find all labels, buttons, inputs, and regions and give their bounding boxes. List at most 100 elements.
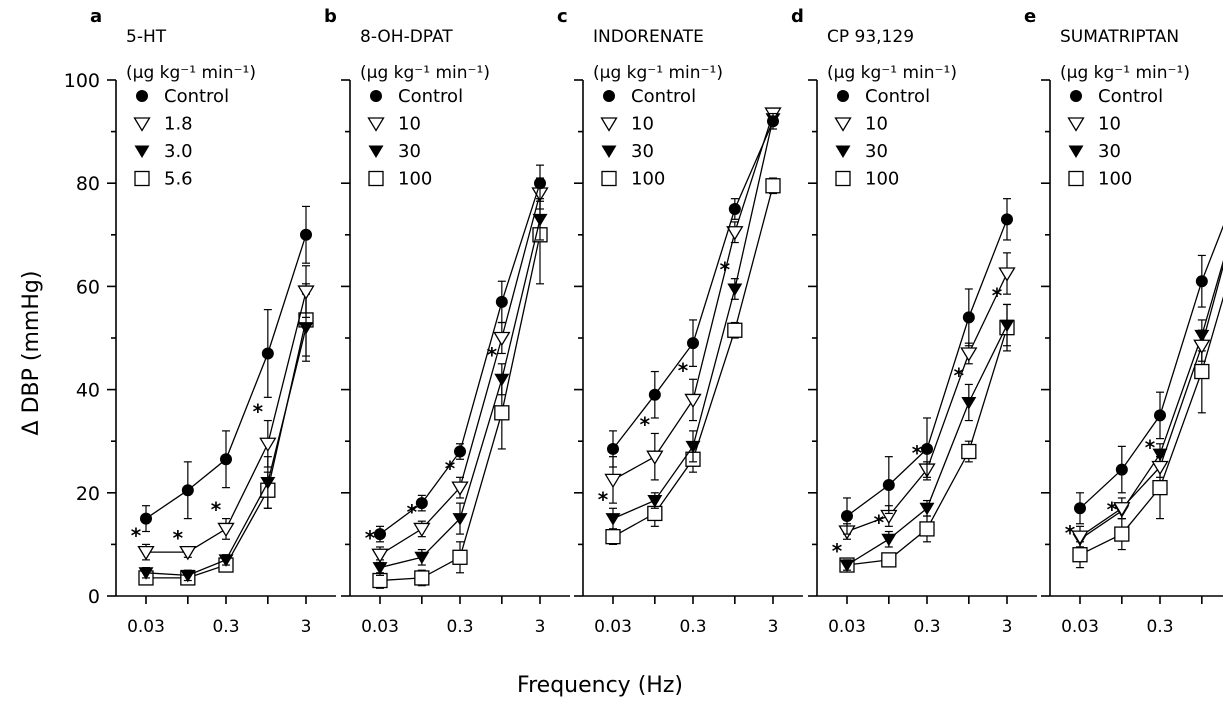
panel-title: SUMATRIPTAN — [1060, 27, 1179, 47]
legend-label: 100 — [631, 169, 665, 190]
data-point — [534, 177, 546, 190]
panel-letter: b — [324, 6, 337, 27]
data-point — [1115, 463, 1128, 476]
significance-star: * — [832, 539, 843, 563]
data-point — [921, 442, 933, 455]
y-tick-label: 80 — [76, 173, 100, 195]
data-point — [765, 178, 781, 194]
data-point — [841, 510, 853, 523]
legend-label: 3.0 — [164, 141, 193, 162]
series-100: * * * — [1065, 296, 1223, 569]
series-Control — [841, 198, 1013, 535]
data-point — [1074, 502, 1086, 515]
data-point — [687, 337, 699, 350]
legend: (μg kg⁻¹ min⁻¹) Control 10 30 100 — [1060, 63, 1190, 190]
data-point — [494, 405, 510, 421]
series-Control — [607, 112, 779, 468]
significance-star: * — [445, 456, 456, 480]
x-tick-label: 0.03 — [828, 617, 866, 637]
data-point — [1193, 339, 1211, 355]
data-point — [371, 548, 389, 563]
x-tick-label: 0.3 — [212, 617, 239, 637]
data-point — [454, 445, 466, 458]
significance-star: * — [211, 498, 222, 522]
data-point — [413, 522, 431, 538]
data-point — [727, 322, 743, 338]
data-point — [604, 473, 622, 489]
series-10: ** — [604, 107, 782, 504]
x-tick-label: 0.03 — [127, 617, 165, 637]
panel-title: CP 93,129 — [827, 27, 914, 47]
panel-title: INDORENATE — [593, 27, 704, 47]
legend-label: 1.8 — [164, 114, 193, 135]
x-tick-label: 0.3 — [446, 617, 473, 637]
legend-label: Control — [631, 86, 696, 107]
legend-marker — [133, 117, 151, 132]
data-point — [138, 567, 154, 580]
legend-units: (μg kg⁻¹ min⁻¹) — [827, 63, 957, 83]
significance-star: * — [253, 400, 264, 424]
panel-title: 5-HT — [126, 27, 167, 47]
data-point — [181, 484, 194, 497]
data-point — [260, 476, 276, 490]
data-point — [452, 549, 468, 565]
data-point — [220, 453, 232, 466]
significance-star: * — [912, 441, 923, 465]
data-point — [415, 497, 428, 510]
data-point — [728, 203, 741, 215]
data-point — [300, 228, 312, 241]
x-tick-label: 0.03 — [1061, 617, 1099, 637]
data-point — [767, 115, 779, 128]
data-point — [493, 331, 511, 347]
data-point — [1071, 530, 1089, 545]
panel-a: 0 20 40 60 80 100 0.03 0.3 3 a 5-HT (μg kg⁻¹ min⁻¹)… — [64, 6, 336, 637]
legend-marker — [1068, 145, 1084, 158]
data-point — [882, 479, 895, 492]
series-line — [846, 273, 1008, 533]
data-point — [372, 562, 388, 575]
legend-label: 10 — [1098, 114, 1121, 135]
significance-star: * — [173, 526, 184, 550]
legend-label: 100 — [1098, 169, 1132, 190]
significance-star: * — [640, 412, 651, 436]
panel-letter: a — [90, 6, 102, 27]
x-tick-label: 3 — [1002, 617, 1013, 637]
legend-units: (μg kg⁻¹ min⁻¹) — [126, 63, 256, 83]
legend-label: 30 — [631, 141, 654, 162]
data-point — [1151, 460, 1169, 476]
legend-marker — [370, 90, 382, 102]
data-point — [961, 443, 977, 460]
data-point — [605, 513, 621, 526]
significance-star: * — [407, 500, 418, 524]
x-tick-label: 0.3 — [1146, 617, 1173, 637]
data-point — [962, 311, 975, 324]
data-point — [919, 502, 935, 516]
legend-label: 30 — [865, 141, 888, 162]
panels: 0 20 40 60 80 100 0.03 0.3 3 a 5-HT (μg kg⁻¹ min⁻¹)… — [64, 6, 1223, 637]
data-point — [414, 551, 430, 565]
legend-label: 30 — [1098, 141, 1121, 162]
y-tick-label: 60 — [76, 276, 100, 298]
series-line — [379, 193, 541, 556]
legend-marker — [1070, 90, 1082, 102]
data-point — [647, 495, 663, 508]
data-point — [998, 267, 1016, 282]
series-Control — [374, 164, 546, 543]
data-point — [685, 440, 701, 454]
legend-marker — [136, 90, 148, 102]
series-100 — [372, 185, 548, 589]
data-point — [1001, 213, 1013, 226]
legend-marker — [835, 145, 851, 158]
legend-marker — [603, 90, 615, 102]
legend-marker — [368, 145, 384, 158]
series-30: * * * * — [832, 283, 1015, 573]
panel-letter: d — [791, 6, 804, 27]
series-10: * * * — [365, 177, 549, 564]
legend-units: (μg kg⁻¹ min⁻¹) — [1060, 63, 1190, 83]
legend-marker — [600, 117, 618, 132]
y-tick-label: 20 — [76, 483, 100, 505]
significance-star: * — [992, 283, 1003, 307]
series-3.0 — [138, 293, 314, 583]
significance-star: * — [874, 511, 885, 535]
data-point — [726, 226, 744, 241]
